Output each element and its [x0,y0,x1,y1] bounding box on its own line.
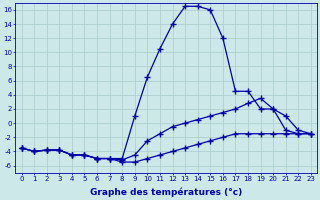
X-axis label: Graphe des températures (°c): Graphe des températures (°c) [90,188,242,197]
